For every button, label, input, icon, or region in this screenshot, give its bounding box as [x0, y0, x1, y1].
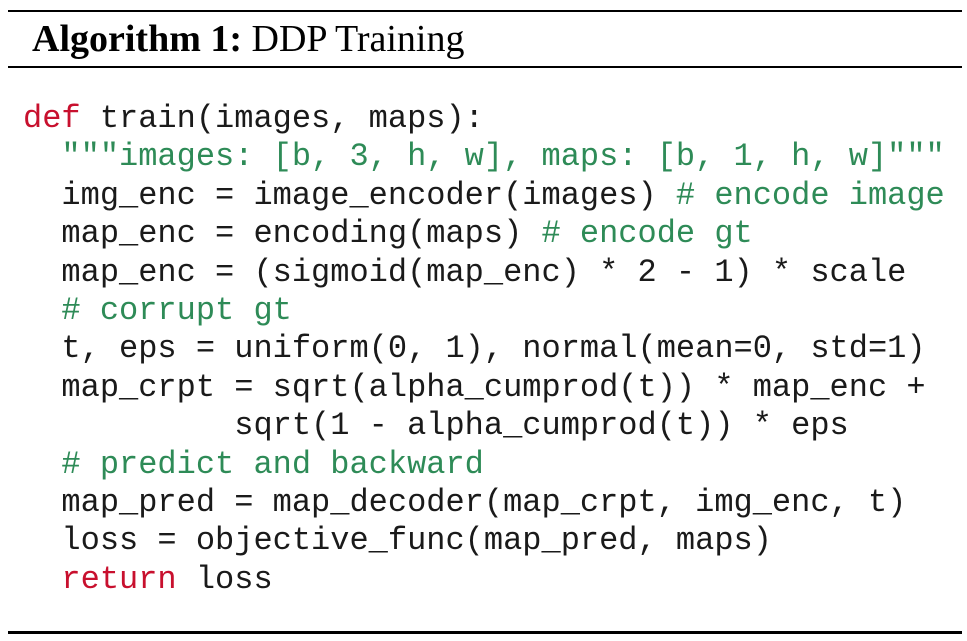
- code-comment: # predict and backward: [61, 445, 484, 483]
- code-keyword: return: [61, 560, 177, 598]
- code-text: train(images, maps):: [80, 100, 484, 137]
- code-text: [23, 138, 61, 175]
- algorithm-name: DDP Training: [251, 18, 465, 60]
- code-text: t, eps = uniform(0, 1), normal(mean=0, s…: [23, 330, 926, 368]
- code-comment: # corrupt gt: [61, 291, 292, 329]
- code-line: img_enc = image_encoder(images) # encode…: [23, 176, 945, 215]
- top-rule: [8, 10, 962, 12]
- code-comment: # encode gt: [541, 215, 753, 253]
- code-docstring: """images: [b, 3, h, w], maps: [b, 1, h,…: [61, 138, 945, 176]
- code-text: map_enc = encoding(maps): [23, 215, 542, 253]
- code-line: map_enc = (sigmoid(map_enc) * 2 - 1) * s…: [23, 254, 945, 292]
- code-text: sqrt(1 - alpha_cumprod(t)) * eps: [23, 407, 849, 445]
- code-line: t, eps = uniform(0, 1), normal(mean=0, s…: [23, 330, 945, 368]
- code-text: map_enc = (sigmoid(map_enc) * 2 - 1) * s…: [23, 253, 907, 291]
- code-text: [23, 446, 61, 483]
- algorithm-title: Algorithm 1: DDP Training: [32, 12, 464, 66]
- code-block: def train(images, maps): """images: [b, …: [23, 100, 945, 599]
- code-comment: # encode image: [675, 176, 945, 214]
- code-text: loss = objective_func(map_pred, maps): [23, 522, 772, 560]
- code-text: [23, 561, 61, 598]
- code-line: def train(images, maps):: [23, 100, 945, 138]
- code-line: map_crpt = sqrt(alpha_cumprod(t)) * map_…: [23, 369, 945, 407]
- code-text: loss: [176, 560, 273, 598]
- code-line: # corrupt gt: [23, 292, 945, 330]
- bottom-rule: [8, 631, 962, 634]
- code-line: sqrt(1 - alpha_cumprod(t)) * eps: [23, 407, 945, 445]
- code-line: loss = objective_func(map_pred, maps): [23, 522, 945, 560]
- algorithm-label: Algorithm 1:: [32, 18, 243, 60]
- code-line: map_enc = encoding(maps) # encode gt: [23, 215, 945, 253]
- code-keyword: def: [23, 100, 81, 137]
- code-text: [23, 292, 61, 329]
- code-line: # predict and backward: [23, 446, 945, 484]
- code-line: map_pred = map_decoder(map_crpt, img_enc…: [23, 484, 945, 522]
- code-text: map_pred = map_decoder(map_crpt, img_enc…: [23, 483, 907, 521]
- code-line: return loss: [23, 561, 945, 599]
- code-text: img_enc = image_encoder(images): [23, 176, 676, 214]
- code-line: """images: [b, 3, h, w], maps: [b, 1, h,…: [23, 138, 945, 176]
- code-text: map_crpt = sqrt(alpha_cumprod(t)) * map_…: [23, 368, 926, 406]
- header-rule: [8, 66, 962, 68]
